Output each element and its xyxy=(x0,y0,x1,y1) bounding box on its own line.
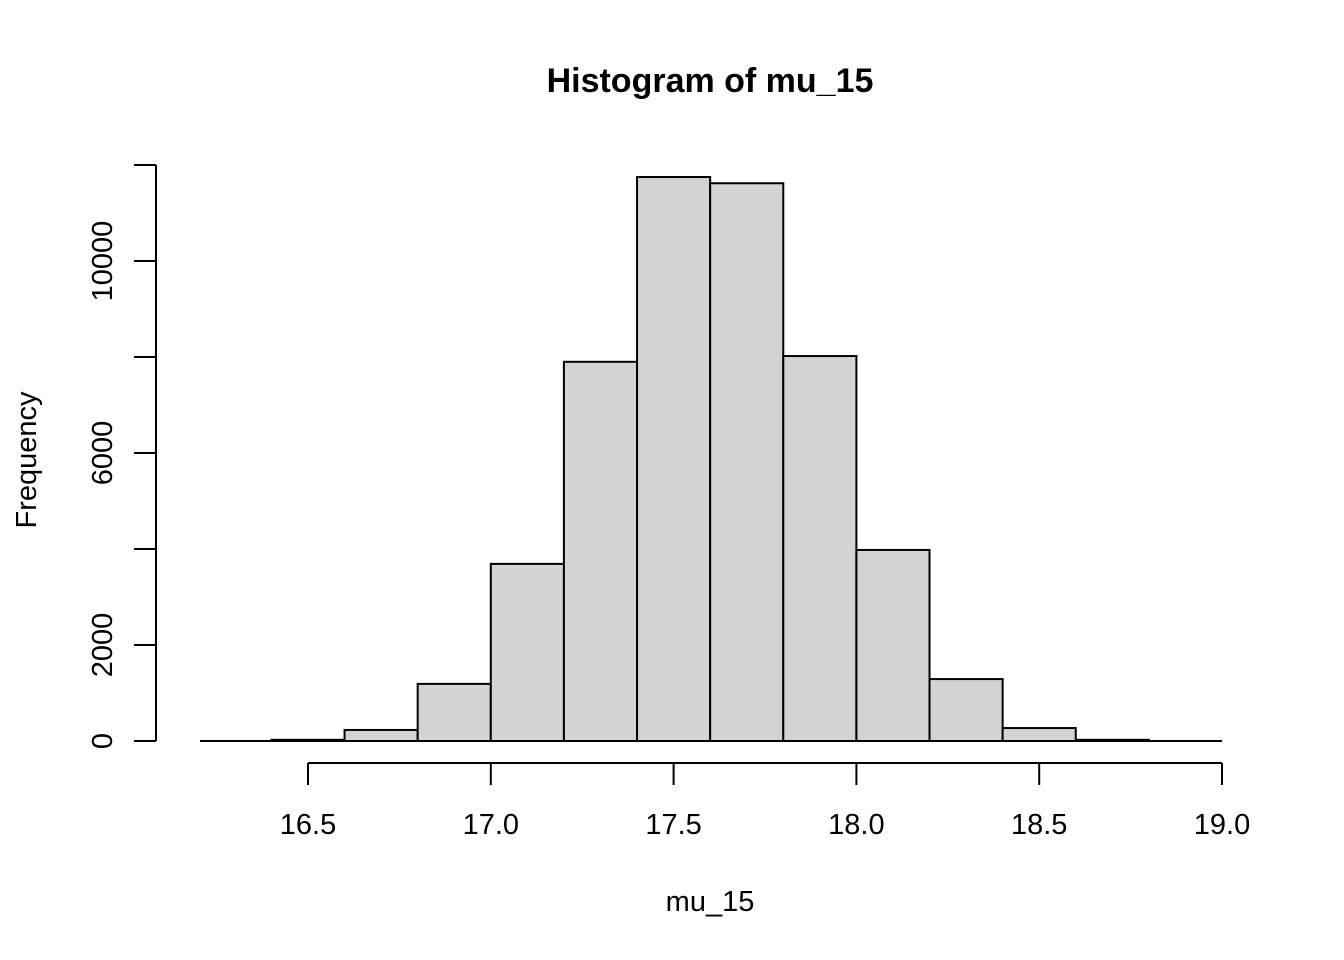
x-axis: 16.5 17.0 17.5 18.0 18.5 19.0 xyxy=(280,762,1250,841)
x-tick-label: 18.5 xyxy=(1011,809,1067,841)
y-tick-label: 10000 xyxy=(87,221,119,302)
histogram-bar xyxy=(709,182,785,743)
histogram-bar xyxy=(928,678,1004,743)
histogram-bar xyxy=(855,548,931,743)
histogram-bar xyxy=(489,562,565,742)
y-tick-label: 0 xyxy=(87,733,119,749)
histogram-bar xyxy=(562,360,639,742)
chart-title: Histogram of mu_15 xyxy=(547,62,874,100)
histogram-bar xyxy=(416,682,492,743)
x-tick-label: 17.5 xyxy=(645,809,701,841)
y-axis: 0 2000 6000 10000 xyxy=(87,164,157,749)
histogram-bar xyxy=(636,176,712,742)
x-tick-label: 19.0 xyxy=(1194,809,1250,841)
bars-group xyxy=(270,176,1150,743)
histogram-bar xyxy=(1001,727,1077,742)
y-axis-label: Frequency xyxy=(11,391,43,529)
y-tick-label: 2000 xyxy=(87,613,119,678)
y-tick-label: 6000 xyxy=(87,421,119,486)
x-tick-label: 18.0 xyxy=(828,809,884,841)
histogram-bar xyxy=(343,728,419,743)
x-tick-label: 17.0 xyxy=(463,809,519,841)
histogram-bar xyxy=(782,355,858,742)
x-axis-label: mu_15 xyxy=(666,886,755,918)
x-tick-label: 16.5 xyxy=(280,809,336,841)
